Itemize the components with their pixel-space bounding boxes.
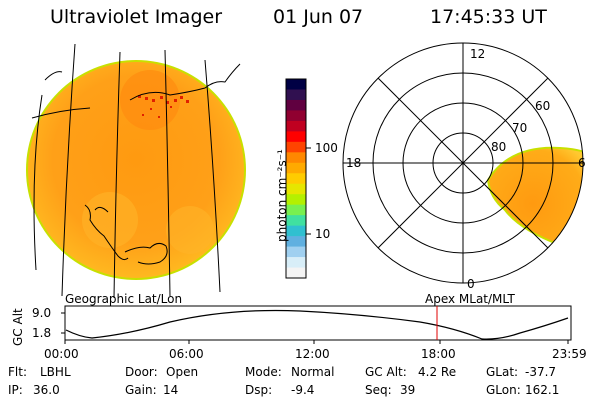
colorbar-segment [286,204,306,216]
colorbar-segment [286,173,306,185]
glon-value: 162.1 [525,383,560,397]
altitude-xtick-1800: 18:00 [421,347,456,361]
colorbar-unit-label: photon cm⁻²s⁻¹ [275,149,289,242]
colorbar-segment [286,89,306,101]
lat-label-70: 70 [512,121,528,135]
colorbar-segment [286,215,306,227]
mlt-label-0: 0 [467,277,475,291]
altitude-xtick-0000: 00:00 [44,347,79,361]
flt-value: LBHL [40,365,71,379]
ip-value: 36.0 [33,383,60,397]
gain-value: 14 [163,383,179,397]
gcalt-key: GC Alt: [365,365,407,379]
colorbar-segment [286,141,306,153]
colorbar-segment [286,79,306,91]
glon-key: GLon: [486,383,521,397]
colorbar-segment [286,120,306,132]
graticule [31,43,221,299]
colorbar-segment [286,162,306,174]
dsp-value: -9.4 [291,383,315,397]
altitude-xtick-1200: 12:00 [295,347,330,361]
bright-spots [138,95,189,118]
coastlines [44,63,241,265]
mlt-label-12: 12 [470,47,486,61]
polar-grid [342,42,584,284]
lat-label-80: 80 [491,140,507,154]
altitude-xtick-0600: 06:00 [169,347,204,361]
colorbar-segment [286,99,306,112]
altitude-ytick-high: 9.0 [32,306,52,320]
door-key: Door: [125,365,158,379]
gcalt-value: 4.2 Re [418,365,457,379]
time-label: 17:45:33 UT [430,6,547,28]
colorbar-tick-10: 10 [315,227,331,241]
geographic-panel-label: Geographic Lat/Lon [65,292,183,306]
altitude-plot [61,305,572,344]
colorbar [286,79,306,279]
seq-value: 39 [400,383,416,397]
seq-key: Seq: [365,383,392,397]
mlt-label-18: 18 [346,156,362,170]
mode-value: Normal [291,365,335,379]
colorbar-segment [286,131,306,143]
date-label: 01 Jun 07 [273,6,364,28]
altitude-ylabel: GC Alt [11,308,25,346]
altitude-curve [65,309,569,340]
colorbar-segment [286,194,306,206]
colorbar-segment [286,267,306,279]
door-value: Open [166,365,199,379]
glat-key: GLat: [486,365,519,379]
colorbar-segment [286,183,306,195]
apex-polar-plot [342,42,584,284]
colorbar-segment [286,225,306,237]
instrument-title: Ultraviolet Imager [50,6,223,28]
geographic-image [26,43,246,299]
glat-value: -37.7 [525,365,557,379]
x-ticks [64,340,569,344]
altitude-ytick-low: 1.8 [32,326,52,340]
colorbar-segment [286,246,306,258]
colorbar-segment [286,257,306,269]
gain-key: Gain: [125,383,157,397]
colorbar-segment [286,152,306,164]
colorbar-segment [286,110,306,122]
apex-panel-label: Apex MLat/MLT [425,292,515,306]
flt-key: Flt: [8,365,27,379]
ip-key: IP: [8,383,23,397]
altitude-xtick-2359: 23:59 [552,347,587,361]
dsp-key: Dsp: [245,383,273,397]
lat-label-60: 60 [535,99,551,113]
colorbar-segment [286,236,306,248]
colorbar-tick-100: 100 [315,141,338,155]
mode-key: Mode: [245,365,282,379]
mlt-label-6: 6 [578,156,586,170]
